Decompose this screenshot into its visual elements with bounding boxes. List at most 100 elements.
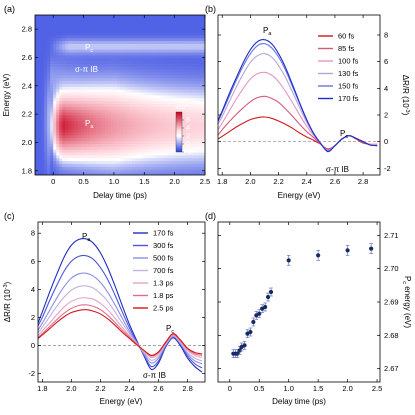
- heatmap-cell: [156, 166, 160, 170]
- heatmap-cell: [53, 95, 57, 99]
- heatmap-cell: [62, 115, 66, 119]
- heatmap-cell: [135, 100, 139, 104]
- heatmap-cell: [138, 152, 142, 156]
- heatmap-cell: [50, 115, 54, 119]
- heatmap-cell: [171, 152, 176, 156]
- heatmap-cell: [183, 77, 188, 82]
- heatmap-cell: [192, 83, 197, 87]
- heatmap-cell: [59, 140, 63, 144]
- heatmap-cell: [110, 152, 115, 156]
- heatmap-cell: [171, 20, 176, 24]
- heatmap-cell: [98, 143, 103, 147]
- heatmap-cell: [77, 15, 81, 19]
- heatmap-cell: [116, 89, 121, 93]
- heatmap-cell: [174, 109, 179, 113]
- x-tick-label: 2.0: [169, 177, 179, 186]
- heatmap-cell: [68, 115, 72, 119]
- heatmap-cell: [138, 63, 142, 67]
- heatmap-cell: [35, 20, 39, 24]
- heatmap-cell: [71, 43, 75, 47]
- heatmap-cell: [201, 60, 205, 64]
- heatmap-cell: [62, 86, 66, 90]
- panel-a-annot-pa: Pa: [85, 119, 94, 130]
- panel-c-annot-pa: Pa: [82, 232, 91, 243]
- heatmap-cell: [47, 137, 51, 142]
- heatmap-cell: [135, 43, 139, 47]
- heatmap-cell: [101, 92, 106, 96]
- heatmap-cell: [74, 63, 78, 67]
- heatmap-cell: [159, 23, 163, 27]
- heatmap-cell: [156, 120, 160, 124]
- heatmap-cell: [71, 163, 75, 167]
- heatmap-cell: [110, 155, 115, 159]
- heatmap-cell: [92, 137, 97, 142]
- heatmap-cell: [195, 77, 200, 82]
- heatmap-cell: [153, 89, 157, 93]
- heatmap-cell: [50, 166, 54, 170]
- heatmap-cell: [92, 75, 97, 79]
- heatmap-cell: [110, 86, 115, 90]
- heatmap-cell: [107, 129, 112, 133]
- heatmap-cell: [86, 60, 91, 64]
- heatmap-cell: [129, 80, 133, 84]
- heatmap-cell: [80, 106, 84, 110]
- data-point: [251, 319, 256, 325]
- heatmap-cell: [113, 103, 118, 107]
- x-tick-label: 1.8: [37, 384, 47, 393]
- heatmap-cell: [56, 80, 60, 84]
- heatmap-cell: [177, 152, 182, 156]
- heatmap-cell: [41, 95, 45, 99]
- heatmap-cell: [113, 69, 118, 73]
- heatmap-cell: [126, 75, 130, 79]
- heatmap-cell: [141, 83, 145, 87]
- heatmap-cell: [138, 137, 142, 142]
- heatmap-cell: [189, 72, 194, 76]
- heatmap-cell: [50, 95, 54, 99]
- heatmap-cell: [35, 75, 39, 79]
- heatmap-cell: [156, 100, 160, 104]
- heatmap-cell: [86, 63, 91, 67]
- heatmap-cell: [62, 75, 66, 79]
- panel-d-letter: (d): [205, 211, 216, 221]
- heatmap-cell: [180, 92, 185, 96]
- heatmap-cell: [95, 95, 100, 99]
- heatmap-cell: [53, 152, 57, 156]
- heatmap-cell: [195, 49, 200, 53]
- heatmap-cell: [180, 172, 185, 175]
- heatmap-cell: [80, 72, 84, 76]
- heatmap-cell: [201, 100, 205, 104]
- heatmap-cell: [189, 37, 194, 42]
- heatmap-cell: [104, 75, 109, 79]
- heatmap-cell: [144, 123, 148, 127]
- heatmap-cell: [116, 143, 121, 147]
- heatmap-cell: [53, 37, 57, 42]
- heatmap-cell: [101, 123, 106, 127]
- heatmap-cell: [147, 172, 151, 175]
- heatmap-cell: [113, 63, 118, 67]
- heatmap-cell: [56, 126, 60, 130]
- heatmap-cell: [113, 172, 118, 175]
- heatmap-cell: [116, 129, 121, 133]
- heatmap-cell: [71, 77, 75, 82]
- heatmap-cell: [59, 103, 63, 107]
- heatmap-cell: [107, 100, 112, 104]
- heatmap-cell: [147, 160, 151, 164]
- heatmap-cell: [98, 103, 103, 107]
- heatmap-cell: [104, 89, 109, 93]
- heatmap-cell: [198, 17, 203, 22]
- series-line: [38, 297, 203, 359]
- heatmap-cell: [168, 166, 173, 170]
- heatmap-cell: [129, 123, 133, 127]
- y-tick-label: 2.70: [384, 264, 399, 273]
- heatmap-cell: [126, 63, 130, 67]
- heatmap-cell: [101, 66, 106, 70]
- heatmap-cell: [50, 103, 54, 107]
- heatmap-cell: [123, 166, 127, 170]
- heatmap-cell: [68, 89, 72, 93]
- heatmap-cell: [126, 132, 130, 136]
- heatmap-cell: [92, 126, 97, 130]
- heatmap-cell: [120, 86, 124, 90]
- heatmap-cell: [95, 155, 100, 159]
- heatmap-cell: [71, 172, 75, 175]
- heatmap-cell: [189, 15, 194, 19]
